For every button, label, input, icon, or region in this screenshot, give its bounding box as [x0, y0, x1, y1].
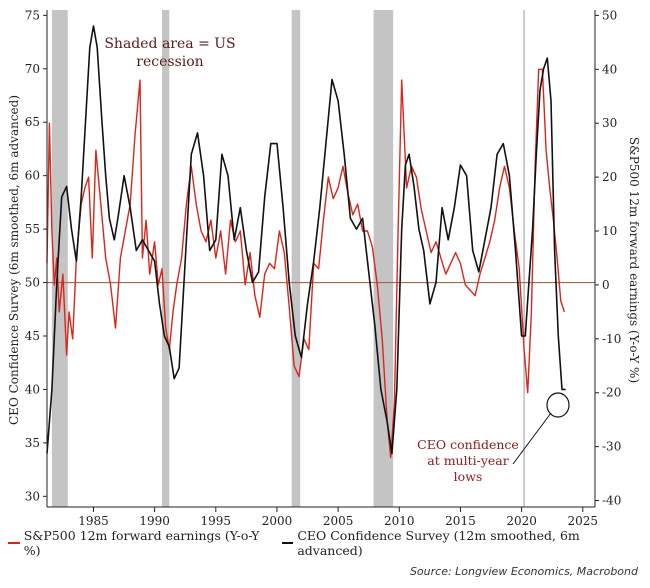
y-right-tick-label-50: 50 [602, 8, 617, 22]
annotation-shaded-line2: recession [136, 54, 203, 70]
y-right-tick-label-10: 10 [602, 224, 617, 238]
y-left-tick-label-60: 60 [25, 169, 40, 183]
y-right-tick-label--10: -10 [602, 332, 621, 346]
y-right-tick-label-20: 20 [602, 170, 617, 184]
y-left-tick-label-40: 40 [25, 382, 40, 396]
x-tick-label-1990: 1990 [139, 514, 170, 528]
legend-label-sp500: S&P500 12m forward earnings (Y-o-Y %) [23, 528, 260, 558]
y-left-tick-label-35: 35 [25, 436, 40, 450]
y-left-tick-label-30: 30 [25, 489, 40, 503]
recession-band-0 [51, 10, 68, 507]
series-line-sp500 [46, 68, 566, 459]
y-right-axis-title: S&P500 12m forward earnings (Y-o-Y %) [627, 137, 641, 383]
legend-item-sp500: S&P500 12m forward earnings (Y-o-Y %) [8, 528, 274, 558]
y-right-tick-label--30: -30 [602, 440, 621, 454]
annotation-ceo-line3: lows [454, 469, 483, 484]
recession-band-1 [161, 10, 170, 507]
x-tick-label-2000: 2000 [262, 514, 293, 528]
x-tick-label-2015: 2015 [445, 514, 476, 528]
y-left-tick-label-50: 50 [25, 276, 40, 290]
y-left-tick-label-45: 45 [25, 329, 40, 343]
y-left-tick-label-75: 75 [25, 8, 40, 22]
annotation-ceo-line2: at multi-year [427, 453, 509, 468]
source-note: Source: Longview Economics, Macrobond [409, 565, 638, 578]
x-tick-label-2020: 2020 [506, 514, 537, 528]
y-right-tick-label--20: -20 [602, 386, 621, 400]
legend-swatch-black [281, 542, 294, 544]
recession-band-3 [373, 10, 394, 507]
y-left-tick-label-65: 65 [25, 115, 40, 129]
x-tick-label-2005: 2005 [323, 514, 354, 528]
legend: S&P500 12m forward earnings (Y-o-Y %) CE… [8, 528, 648, 558]
y-left-tick-label-55: 55 [25, 222, 40, 236]
y-right-tick-label-40: 40 [602, 62, 617, 76]
legend-label-ceo: CEO Confidence Survey (12m smoothed, 6m … [297, 528, 580, 558]
y-right-tick-label--40: -40 [602, 494, 621, 508]
recession-band-2 [291, 10, 301, 507]
x-tick-label-1985: 1985 [78, 514, 109, 528]
legend-item-ceo: CEO Confidence Survey (12m smoothed, 6m … [281, 528, 640, 558]
chart: 1985 1990 1995 2000 2005 2010 2015 2020 2025 303… [7, 8, 641, 528]
y-right-tick-label-0: 0 [602, 278, 610, 292]
x-tick-label-1995: 1995 [201, 514, 232, 528]
x-tick-label-2025: 2025 [567, 514, 598, 528]
legend-swatch-red [8, 542, 20, 544]
annotation-ceo-line1: CEO confidence [417, 437, 519, 452]
annotation-circle [546, 392, 570, 418]
series-line-ceo [46, 25, 566, 455]
annotation-shaded-line1: Shaded area = US [104, 36, 235, 52]
y-right-tick-label-30: 30 [602, 116, 617, 130]
annotation-pointer [512, 412, 552, 465]
y-left-tick-label-70: 70 [25, 62, 40, 76]
y-left-axis-title: CEO Confidence Survey (6m smoothed, 6m a… [7, 95, 21, 425]
x-tick-label-2010: 2010 [384, 514, 415, 528]
